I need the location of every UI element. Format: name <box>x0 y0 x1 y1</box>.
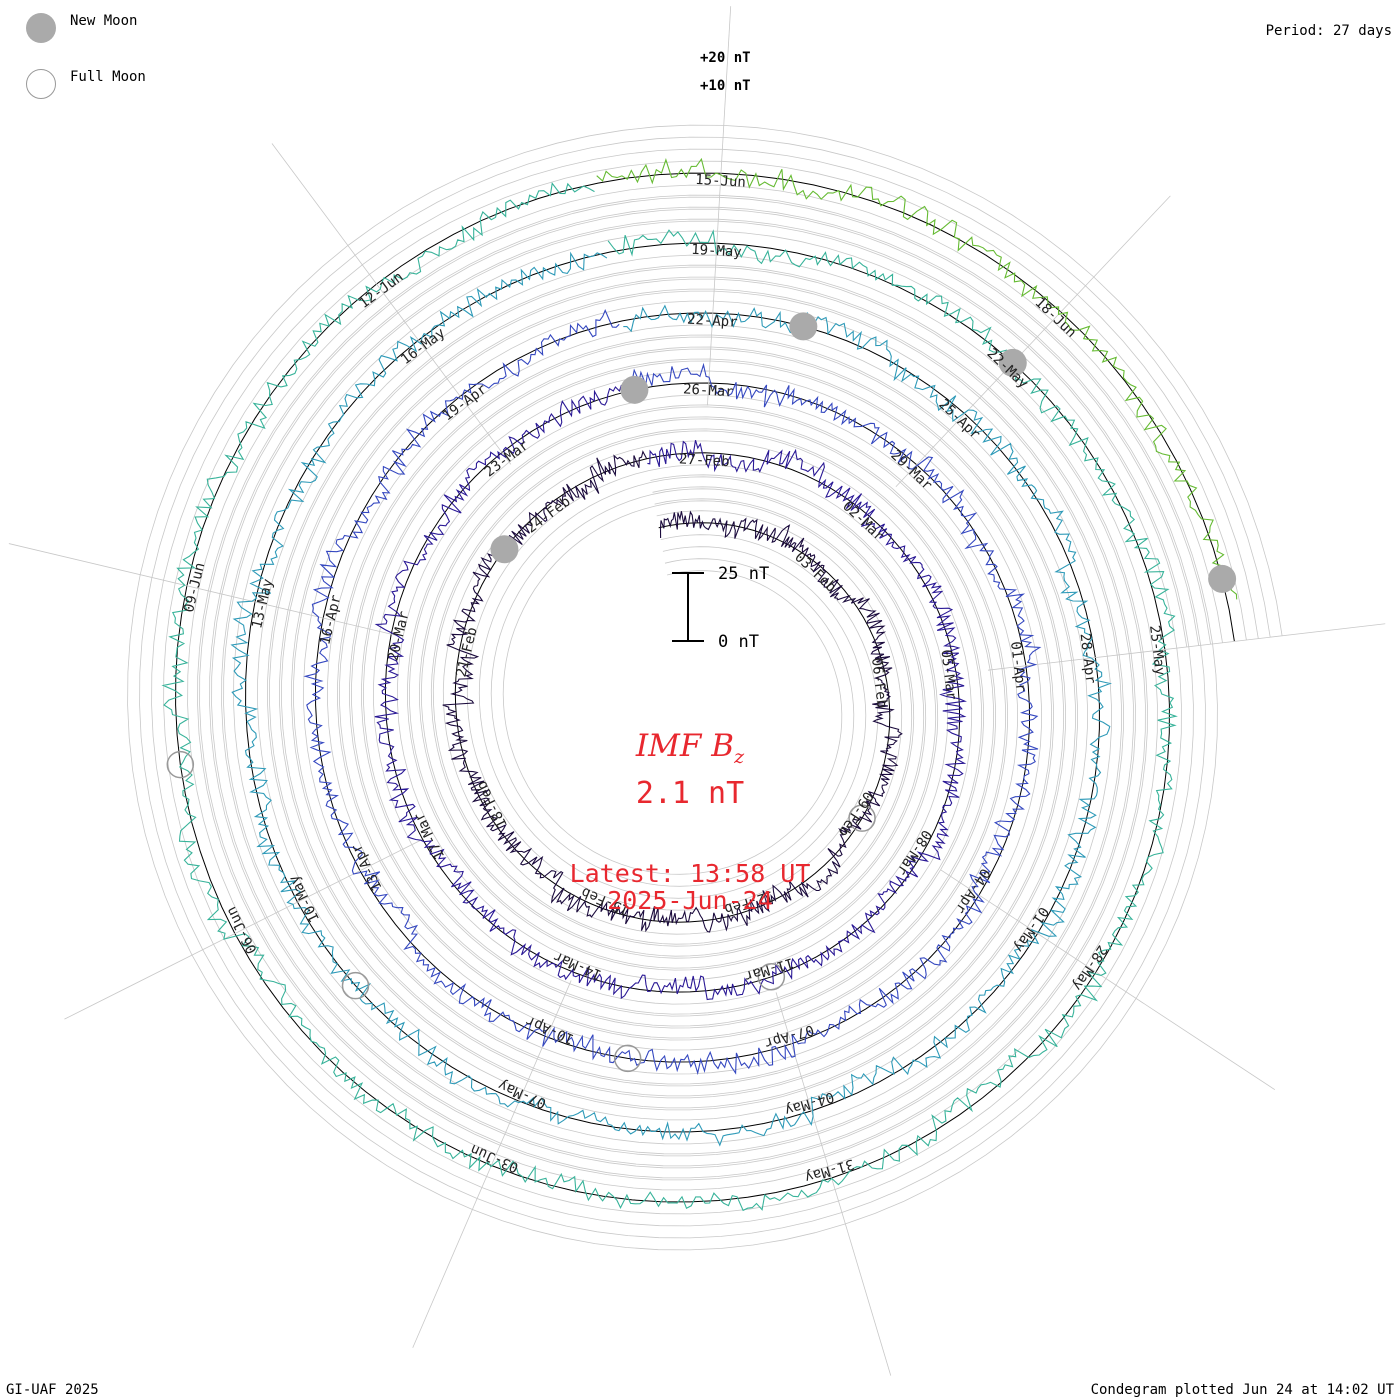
legend-full-moon-icon <box>26 69 56 99</box>
date-tick-label: 07-Apr <box>763 1021 816 1051</box>
ring-label: +20 nT <box>700 50 751 66</box>
full-moon-marker <box>613 1044 642 1073</box>
date-tick-label: 20-Mar <box>385 610 412 663</box>
date-tick-label: 23-Mar <box>482 437 532 480</box>
series-rotation-1 <box>442 450 903 933</box>
date-tick-label: 07-May <box>496 1077 549 1112</box>
scale-bar-bottom-label: 0 nT <box>718 632 759 652</box>
ring-labels: +20 nT +10 nT <box>700 50 751 94</box>
date-tick-label: 25-May <box>1146 624 1168 676</box>
date-tick-label: 24-Feb <box>524 494 574 537</box>
spoke-line <box>707 6 732 406</box>
period-label: Period: 27 days <box>1265 23 1392 39</box>
date-tick-label: 05-Mar <box>937 649 959 701</box>
date-tick-label: 08-Mar <box>893 827 934 878</box>
quantity-title: IMF Bz <box>560 728 820 768</box>
date-tick-label: 19-May <box>691 242 742 261</box>
date-tick-label: 12-Jun <box>356 269 406 312</box>
ring-grid <box>127 124 1283 1251</box>
full-moon-marker <box>848 804 876 832</box>
ring-guide <box>211 208 1200 1167</box>
date-tick-label: 17-Mar <box>411 810 448 862</box>
ring-label: +10 nT <box>700 78 751 94</box>
ring-guide <box>199 196 1211 1179</box>
bz-series <box>161 157 1238 1212</box>
full-moon-marker <box>757 963 786 991</box>
date-tick-label: 19-Apr <box>440 381 490 424</box>
spoke-line <box>271 143 512 465</box>
scale-bar-top-label: 25 nT <box>718 564 769 584</box>
scale-bar: 25 nT 0 nT <box>672 564 769 652</box>
series-rotation-4 <box>230 251 1113 1147</box>
date-tick-label: 13-Apr <box>349 841 386 893</box>
ring-guide <box>223 220 1188 1155</box>
date-tick-label: 03-Feb <box>791 549 839 595</box>
spoke-line <box>987 623 1386 671</box>
new-moon-marker <box>620 375 649 404</box>
plotted-timestamp: Condegram plotted Jun 24 at 14:02 UT <box>1090 1382 1394 1398</box>
date-tick-label: 10-Apr <box>524 1012 577 1047</box>
ring-guide <box>151 148 1259 1227</box>
spoke-line <box>64 839 423 1020</box>
date-tick-label: 01-Apr <box>1007 641 1029 693</box>
date-spokes <box>8 6 1386 1376</box>
spoke-line <box>8 543 399 637</box>
spoke-line <box>895 195 1171 488</box>
credit-label: GI-UAF 2025 <box>6 1382 99 1398</box>
new-moon-marker <box>998 348 1027 377</box>
latest-date-line: 2025-Jun-24 <box>607 886 773 915</box>
date-tick-label: 14-Mar <box>551 948 604 983</box>
quantity-subscript: z <box>734 746 745 769</box>
latest-time-line: Latest: 13:58 UT <box>569 859 811 888</box>
date-tick-label: 22-Apr <box>687 312 738 331</box>
date-tick-label: 16-May <box>398 325 448 368</box>
spoke-line <box>412 980 572 1348</box>
spoke-line <box>940 869 1276 1090</box>
ring-guide <box>127 124 1283 1251</box>
ring-guide <box>139 136 1271 1239</box>
date-tick-label: 01-May <box>1010 904 1051 955</box>
ring-guide <box>187 184 1223 1191</box>
date-tick-label: 06-Feb <box>868 657 890 709</box>
legend-new-moon-label: New Moon <box>70 13 138 29</box>
ring-guide <box>163 160 1247 1215</box>
date-tick-label: 18-Feb <box>474 778 511 830</box>
new-moon-marker <box>789 312 818 341</box>
series-rotation-3 <box>303 308 1042 1076</box>
legend-new-moon-icon <box>26 13 56 43</box>
date-tick-label: 09-Jun <box>181 561 208 614</box>
latest-time: Latest: 13:58 UT 2025-Jun-24 <box>520 860 860 914</box>
series-rotation-2 <box>374 383 967 1001</box>
date-tick-label: 18-Jun <box>1031 295 1079 341</box>
spoke-line <box>775 992 892 1376</box>
new-moon-marker <box>1208 564 1237 593</box>
moon-markers <box>166 312 1237 1073</box>
series-rotation-5 <box>161 182 1178 1212</box>
date-tick-label: 26-Mar <box>683 381 734 400</box>
latest-value: 2.1 nT <box>635 776 745 811</box>
quantity-symbol: IMF B <box>635 728 735 764</box>
series-rotation-6 <box>596 157 1238 600</box>
date-tick-label: 15-Jun <box>695 172 746 191</box>
legend-full-moon-label: Full Moon <box>70 69 146 85</box>
full-moon-marker <box>166 750 195 779</box>
date-tick-label: 03-Jun <box>468 1141 521 1176</box>
date-tick-label: 28-May <box>1069 942 1110 993</box>
date-tick-label: 21-Feb <box>454 626 481 679</box>
date-tick-label: 04-May <box>783 1088 836 1118</box>
new-moon-marker <box>490 535 519 564</box>
date-tick-label: 27-Feb <box>679 451 730 470</box>
date-tick-label: 11-Mar <box>743 954 796 984</box>
full-moon-marker <box>341 971 370 1000</box>
date-tick-label: 28-Apr <box>1077 632 1099 684</box>
